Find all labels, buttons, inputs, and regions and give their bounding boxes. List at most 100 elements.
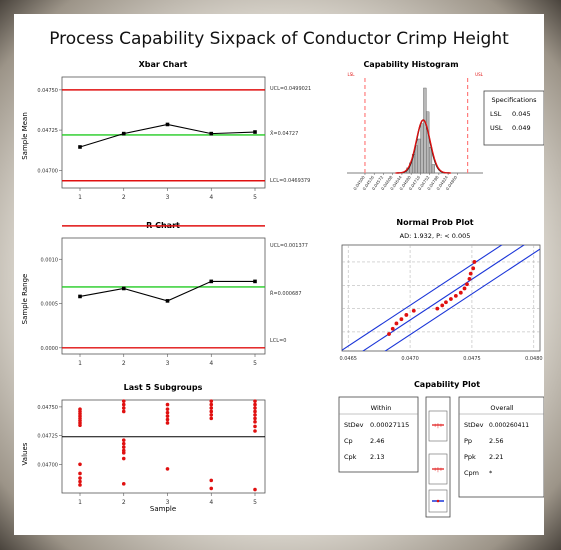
spec-usl-label: USL xyxy=(490,124,503,132)
prob-point xyxy=(462,286,467,291)
last5-point xyxy=(121,482,126,486)
prob-x-tick-label: 0.0465 xyxy=(339,356,357,362)
r-ucl-label: UCL=0.001377 xyxy=(270,243,308,249)
overall-box xyxy=(458,396,545,498)
prob-point xyxy=(472,260,477,264)
last5-x-tick-label: 1 xyxy=(78,499,82,506)
prob-plot-subtitle: AD: 1.932, P: < 0.005 xyxy=(400,232,471,240)
histogram-bar xyxy=(423,87,427,174)
last5-x-tick-label: 2 xyxy=(122,499,126,506)
histogram-title: Capability Histogram xyxy=(363,60,458,69)
specifications-box xyxy=(483,90,545,146)
last5-y-tick-label: 0.04725 xyxy=(37,434,58,440)
strip-within-marks: +|+ xyxy=(433,423,443,429)
last5-point xyxy=(121,441,126,446)
r-point xyxy=(165,299,170,303)
last5-point xyxy=(165,421,170,425)
prob-point xyxy=(390,326,395,331)
histogram-bar xyxy=(426,111,430,174)
last5-point xyxy=(253,424,257,429)
last5-y-tick-label: 0.04750 xyxy=(37,405,58,411)
last5-point xyxy=(78,471,82,476)
within-cpk-label: Cpk xyxy=(344,453,357,461)
r-y-tick-label: 0.0010 xyxy=(41,257,59,263)
r-chart: R Chart Sample Range UCL=0.001377 R̄=0.0… xyxy=(21,221,308,367)
last5-point xyxy=(78,476,82,480)
figure-sheet: Process Capability Sixpack of Conductor … xyxy=(14,14,545,535)
histogram-within-curve xyxy=(395,119,452,174)
last5-point xyxy=(121,456,126,461)
histogram-bar xyxy=(417,138,421,174)
xbar-y-tick-label: 0.04725 xyxy=(37,128,58,134)
prob-point xyxy=(453,293,458,298)
last5-x-tick-label: 4 xyxy=(209,499,213,506)
within-cp-value: 2.46 xyxy=(370,437,384,445)
last5-point xyxy=(253,402,257,407)
prob-point xyxy=(467,277,472,281)
last5-point xyxy=(121,451,126,455)
prob-x-tick-label: 0.0480 xyxy=(525,356,543,362)
histogram-bar xyxy=(420,123,424,174)
xbar-x-tick-label: 3 xyxy=(166,194,170,201)
histogram-bar xyxy=(414,145,419,174)
capability-plot: Capability Plot Within StDev 0.00027115 … xyxy=(338,380,545,518)
strip-overall-marks: +|+ xyxy=(433,467,443,473)
last5-point xyxy=(253,399,257,403)
last5-point xyxy=(78,462,82,467)
last5-x-tick-label: 3 xyxy=(166,499,170,506)
xbar-y-tick-label: 0.04750 xyxy=(37,88,58,94)
within-box xyxy=(338,396,419,473)
xbar-chart-title: Xbar Chart xyxy=(139,60,188,69)
last5-point xyxy=(209,416,214,421)
spec-lsl-label: LSL xyxy=(490,110,502,118)
xbar-point xyxy=(78,145,82,149)
prob-ci-upper xyxy=(342,245,503,351)
last5-point xyxy=(209,478,214,483)
overall-title: Overall xyxy=(490,404,513,412)
last5-point xyxy=(121,445,126,449)
r-point xyxy=(253,279,257,284)
xbar-point xyxy=(121,131,126,136)
last5-point xyxy=(253,429,257,433)
xbar-x-tick-label: 4 xyxy=(209,194,213,201)
last5-chart: Last 5 Subgroups Values Sample 0.04700 0.… xyxy=(21,383,266,513)
strip-specs-marker xyxy=(436,499,440,503)
r-x-tick-label: 4 xyxy=(209,360,213,367)
r-y-tick-label: 0.0005 xyxy=(41,302,59,308)
r-point xyxy=(121,286,126,291)
r-x-tick-label: 3 xyxy=(166,360,170,367)
prob-fit-line xyxy=(362,245,525,351)
histogram-bar xyxy=(431,164,435,174)
prob-point xyxy=(394,321,399,326)
last5-y-tick-label: 0.04700 xyxy=(37,462,58,468)
prob-point xyxy=(411,308,416,313)
last5-point xyxy=(253,487,257,492)
last5-point xyxy=(209,399,214,403)
last5-point xyxy=(165,467,170,471)
last5-point xyxy=(209,486,214,491)
spec-lsl-value: 0.045 xyxy=(512,110,531,118)
sixpack-figure: Process Capability Sixpack of Conductor … xyxy=(21,29,545,518)
last5-point xyxy=(165,417,170,422)
within-stdev-value: 0.00027115 xyxy=(370,421,409,429)
histogram-usl-top-label: USL xyxy=(475,72,483,77)
last5-point xyxy=(78,479,82,484)
overall-stdev-label: StDev xyxy=(464,421,484,429)
r-lcl-label: LCL=0 xyxy=(270,338,286,344)
histogram-bar xyxy=(428,147,433,174)
capability-plot-title: Capability Plot xyxy=(414,380,480,389)
last5-point xyxy=(121,399,126,403)
xbar-center-label: X̄=0.04727 xyxy=(270,130,298,137)
last5-point xyxy=(253,413,257,417)
last5-point xyxy=(253,406,257,410)
r-center-label: R̄=0.000687 xyxy=(270,290,302,297)
prob-ci-lower xyxy=(384,248,540,351)
last5-point xyxy=(121,406,126,410)
last5-point xyxy=(209,409,214,414)
last5-y-axis-label: Values xyxy=(21,442,29,465)
last5-point xyxy=(209,413,214,417)
r-x-tick-label: 5 xyxy=(253,360,257,367)
prob-point xyxy=(435,306,440,311)
xbar-x-tick-label: 1 xyxy=(78,194,82,201)
